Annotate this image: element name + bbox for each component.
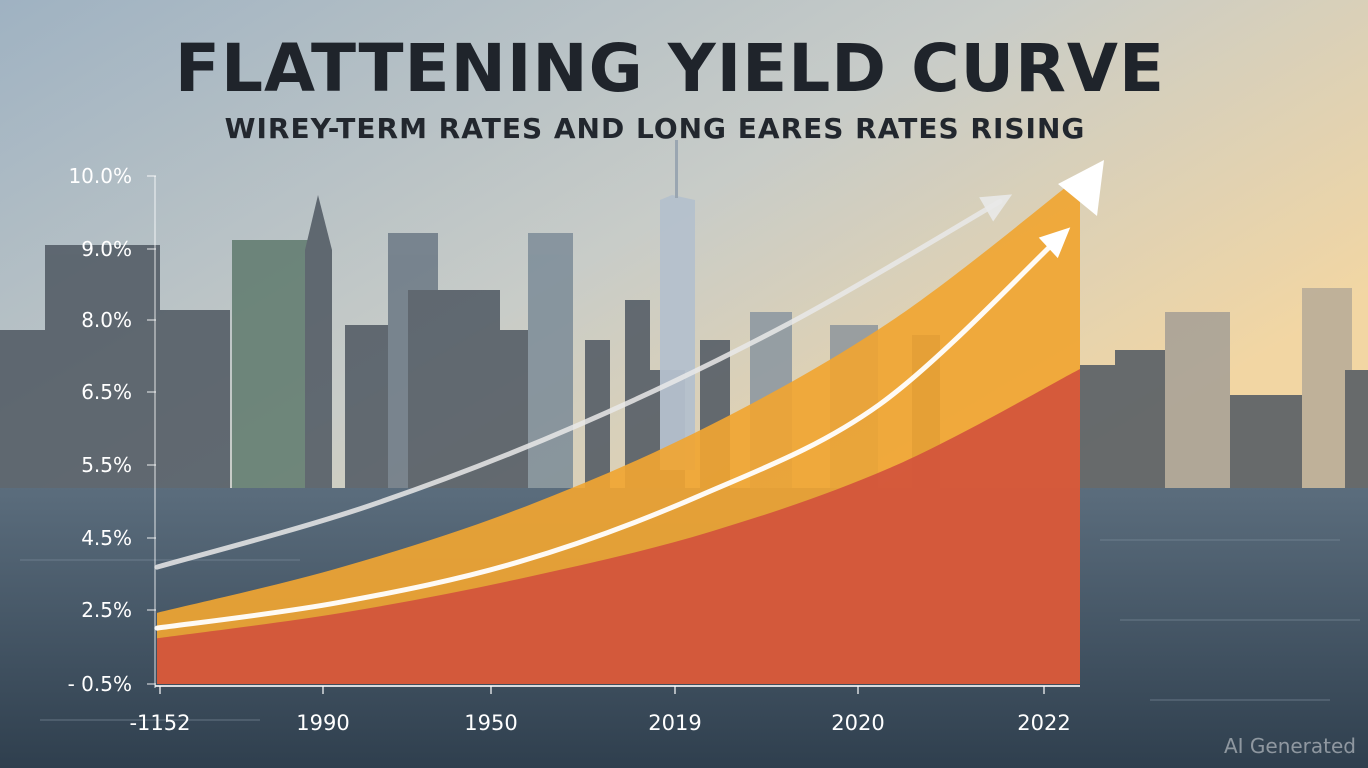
trend-arrow-2: [154, 234, 1063, 631]
trend-arrow-head-1: [979, 194, 1013, 222]
y-tick-label: 6.5%: [81, 380, 132, 404]
watermark: AI Generated: [1223, 734, 1356, 758]
chart-title: FLATTENING YIELD CURVE: [174, 30, 1166, 107]
trend-arrows: [154, 160, 1104, 631]
area-series-2: [157, 369, 1080, 684]
x-tick-label: 2020: [831, 711, 884, 735]
area-series: [157, 176, 1080, 684]
trend-arrow-1: [154, 198, 1003, 570]
y-tick-labels: 10.0% 9.0% 8.0% 6.5% 5.5% 4.5% 2.5% - 0.5%: [68, 164, 156, 696]
y-tick-label: 9.0%: [81, 237, 132, 261]
x-tick-labels: -1152 1990 1950 2019 2020 2022: [129, 686, 1071, 735]
x-tick-label: 1990: [296, 711, 349, 735]
x-tick-label: 2022: [1017, 711, 1070, 735]
y-tick-label: 5.5%: [81, 453, 132, 477]
x-tick-label: 1950: [464, 711, 517, 735]
trend-arrow-head-2: [1038, 227, 1071, 259]
main-arrow-head: [1058, 160, 1104, 216]
y-tick-label: 4.5%: [81, 526, 132, 550]
y-tick-label: - 0.5%: [68, 672, 132, 696]
x-tick-label: -1152: [129, 711, 190, 735]
y-tick-label: 2.5%: [81, 598, 132, 622]
y-tick-label: 10.0%: [68, 164, 132, 188]
chart-subtitle: WIREY-TERM RATES AND LONG EARES RATES RI…: [224, 112, 1086, 145]
y-tick-label: 8.0%: [81, 308, 132, 332]
x-tick-label: 2019: [648, 711, 701, 735]
